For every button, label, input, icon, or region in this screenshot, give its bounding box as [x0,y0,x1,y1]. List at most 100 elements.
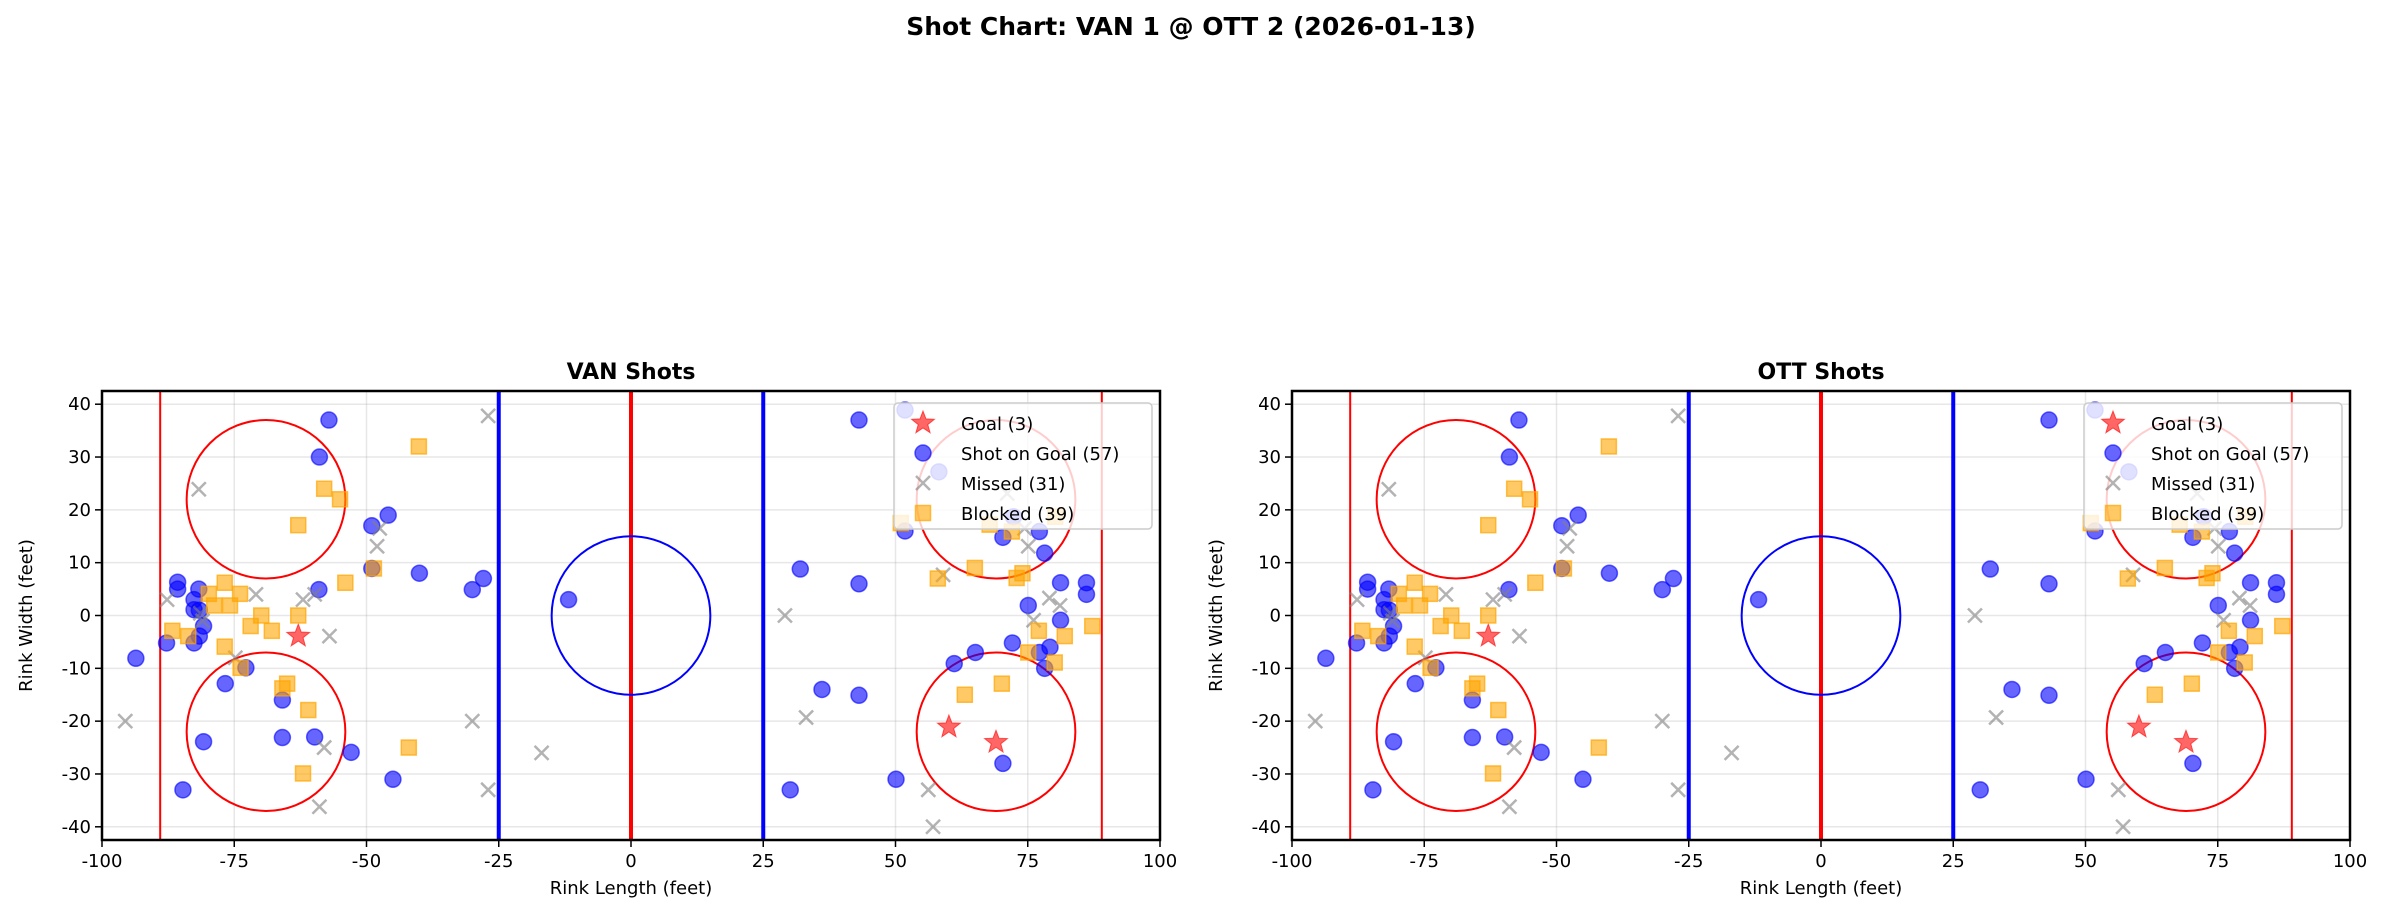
shot-point-square [2146,686,2164,703]
shot-point-x [321,628,338,644]
shot-point-x [1052,597,1068,614]
shot-point-circle [2231,638,2249,656]
shot-point-square [1432,617,1449,635]
shot-point-square [2156,559,2174,577]
shot-point-x [1384,612,1401,629]
shot-point-square [400,739,418,756]
shot-point-x [1020,538,1037,555]
legend-marker-circle [2104,444,2122,462]
y-tick-label: -10 [1252,658,1281,679]
shot-point-x [1670,407,1687,424]
shot-point-circle [2184,754,2202,773]
shot-point-star [285,622,312,647]
x-tick-label: -50 [1542,851,1571,872]
shot-point-circle [2193,634,2212,652]
shot-point-x [2115,818,2131,835]
figure-title: Shot Chart: VAN 1 @ OTT 2 (2026-01-13) [906,12,1476,41]
shot-point-circle [850,686,868,705]
shot-point-square [1464,680,1481,697]
shot-point-square [1354,622,1371,640]
subplot-van: -100 -75 -50 -25 0 25 50 75 100-40-30-20-1001020… [16,360,1177,899]
shot-point-x [2242,597,2258,614]
shot-point-square [1084,617,1101,635]
x-tick-label: 25 [1942,851,1965,872]
shot-point-x [920,781,937,798]
x-tick-label: -75 [220,851,249,872]
shot-point-x [1559,538,1575,555]
shot-point-square [1453,622,1471,640]
shot-point-star [2173,728,2199,754]
series-star [1475,622,2199,754]
shot-point-circle [945,654,963,673]
legend-label: Shot on Goal (57) [961,444,1119,465]
shot-point-circle [379,506,397,524]
shot-point-circle [2209,596,2228,615]
shot-point-star [2126,713,2152,738]
shot-point-circle [1653,580,1672,599]
center-circle [550,535,712,696]
shot-point-x [925,818,941,835]
shot-point-x [1511,628,1528,644]
shot-point-square [1406,638,1423,655]
shot-point-circle [1463,728,1482,747]
shot-point-circle [850,411,868,429]
shot-point-x [1438,586,1454,603]
y-tick-label: -20 [1252,711,1281,732]
shot-point-square [337,574,354,591]
shot-point-x [480,781,497,798]
shot-point-x [2231,590,2248,606]
shot-point-square [1590,739,1608,756]
shot-point-x [1561,520,1578,537]
legend-marker-circle [914,444,932,462]
series-x [1307,407,2258,835]
shot-point-x [1496,586,1513,603]
subplot-ott: -100 -75 -50 -25 0 25 50 75 100-40-30-20-1001020… [1206,360,2367,899]
y-tick-label: 30 [1258,447,1281,468]
series-star [285,622,1009,754]
shot-point-circle [2040,411,2058,429]
shot-point-circle [1041,638,1059,656]
shot-point-square [232,659,249,677]
shot-point-circle [1532,743,1550,762]
shot-point-star [1475,622,1502,647]
shot-point-x [371,520,388,537]
shot-point-circle [1981,560,2000,578]
shot-point-circle [966,643,985,662]
x-tick-label: 75 [1016,851,1039,872]
shot-point-x [1654,713,1671,730]
shot-point-circle [1317,649,1335,668]
shot-point-square [315,480,333,497]
shot-point-square [1505,480,1523,497]
y-tick-label: -40 [1252,817,1281,838]
shot-point-circle [2135,654,2153,673]
shot-point-square [1484,765,1502,782]
shot-point-x [248,586,264,603]
shot-point-square [290,516,307,534]
series-x [117,407,1068,835]
shot-point-x [1501,798,1518,815]
shot-point-circle [2003,680,2021,699]
shot-point-square [365,560,383,577]
shot-point-x [306,586,323,603]
shot-point-x [1380,481,1397,498]
legend-label: Goal (3) [961,414,1033,435]
shot-point-square [216,574,233,591]
shot-point-circle [1574,770,1592,789]
shot-point-square [1555,560,1573,577]
shot-point-circle [127,649,145,668]
shot-point-x [1349,591,1365,608]
shot-point-square [1480,607,1497,624]
shot-point-square [1521,491,1539,508]
shot-point-square [2274,617,2291,635]
shot-point-square [2183,675,2201,692]
shot-point-square [2220,622,2238,640]
shot-point-square [1030,622,1048,640]
x-tick-label: 0 [1815,851,1826,872]
y-tick-label: -40 [62,817,91,838]
x-tick-label: -75 [1410,851,1439,872]
shot-point-circle [2225,544,2244,562]
shot-point-square [1411,597,1429,614]
shot-point-square [294,765,312,782]
y-tick-label: -10 [62,658,91,679]
